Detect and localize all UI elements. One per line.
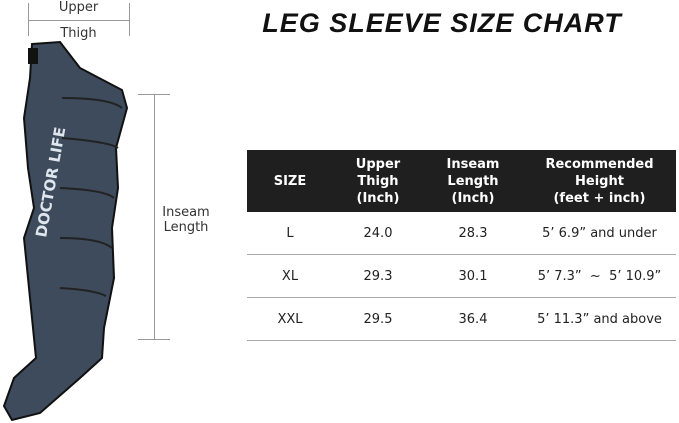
size-table: SIZE Upper Thigh (Inch) Inseam Length (Inch)… (247, 150, 676, 341)
cell-inseam: 28.3 (423, 212, 523, 255)
cell-height: 5’ 6.9” and under (523, 212, 676, 255)
header-upper-thigh: Upper Thigh (Inch) (333, 150, 423, 212)
table-row: XXL 29.5 36.4 5’ 11.3” and above (247, 297, 676, 341)
cell-upper-thigh: 29.3 (333, 254, 423, 298)
cell-height: 5’ 7.3” ~ 5’ 10.9” (523, 254, 676, 298)
cell-inseam: 36.4 (423, 297, 523, 341)
header-size: SIZE (247, 150, 333, 212)
upper-thigh-label-2: Thigh (60, 26, 97, 41)
cell-height: 5’ 11.3” and above (523, 297, 676, 341)
page-title: LEG SLEEVE SIZE CHART (262, 8, 622, 38)
cell-inseam: 30.1 (423, 254, 523, 298)
header-recommended-height: Recommended Height (feet + inch) (523, 150, 676, 212)
cell-upper-thigh: 24.0 (333, 212, 423, 255)
header-inseam: Inseam Length (Inch) (423, 150, 523, 212)
inseam-line (154, 94, 155, 339)
sleeve-strap (28, 48, 38, 64)
table-row: L 24.0 28.3 5’ 6.9” and under (247, 212, 676, 255)
cell-upper-thigh: 29.5 (333, 297, 423, 341)
bracket-tick-left (28, 3, 29, 36)
cell-size: XL (247, 254, 333, 298)
cell-size: L (247, 212, 333, 255)
inseam-label-1: Inseam (162, 205, 210, 220)
sleeve-chamber-seams (59, 97, 123, 297)
bracket-tick-right (129, 3, 130, 36)
inseam-label-2: Length (163, 220, 209, 235)
table-header-row: SIZE Upper Thigh (Inch) Inseam Length (Inch)… (247, 150, 676, 212)
cell-size: XXL (247, 297, 333, 341)
sleeve-shape (2, 40, 129, 422)
upper-thigh-line (28, 20, 129, 21)
leg-sleeve-image: DOCTOR LIFE (2, 40, 129, 422)
inseam-tick-bottom (138, 339, 170, 340)
upper-thigh-label-1: Upper (58, 0, 99, 15)
table-row: XL 29.3 30.1 5’ 7.3” ~ 5’ 10.9” (247, 254, 676, 298)
